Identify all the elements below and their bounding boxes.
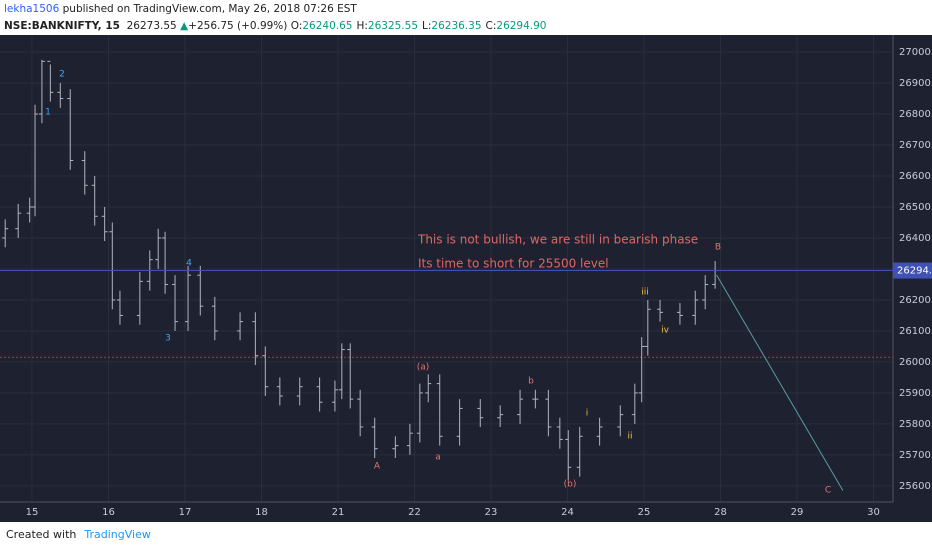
annotation: 4	[186, 259, 192, 269]
y-tick-label: 26600.00	[899, 171, 932, 182]
x-tick-label: 22	[408, 507, 421, 518]
ohlc-value: 26236.35	[431, 20, 482, 32]
annotation: (b)	[564, 480, 577, 490]
x-tick-label: 30	[867, 507, 880, 518]
y-tick-label: 25600.00	[899, 481, 932, 492]
y-tick-label: 27000.00	[899, 47, 932, 58]
chart: 25600.00 25700.00 25800.00 25900.00 26000.00…	[0, 35, 932, 522]
publish-line: lekha1506 published on TradingView.com, …	[4, 3, 357, 15]
annotation: A	[374, 462, 381, 472]
symbol-line: NSE:BANKNIFTY, 15 26273.55 ▲+256.75 (+0.…	[4, 20, 551, 32]
x-tick-label: 23	[485, 507, 498, 518]
ohlc: O:26240.65 H:26325.55 L:26236.35 C:26294.90	[291, 20, 551, 32]
header: lekha1506 published on TradingView.com, …	[0, 0, 932, 35]
x-tick-label: 18	[255, 507, 268, 518]
y-tick-label: 26200.00	[899, 295, 932, 306]
x-tick-label: 17	[179, 507, 192, 518]
x-tick-label: 21	[332, 507, 345, 518]
symbol: NSE:BANKNIFTY, 15	[4, 20, 120, 32]
x-tick-label: 24	[561, 507, 574, 518]
y-tick-label: 25700.00	[899, 450, 932, 461]
ohlc-label: H:	[356, 20, 368, 32]
ohlc-value: 26294.90	[496, 20, 547, 32]
trend-line	[716, 274, 844, 491]
brand[interactable]: TradingView	[84, 528, 151, 541]
annotation: 1	[45, 108, 51, 118]
y-tick-label: 25900.00	[899, 388, 932, 399]
x-tick-label: 16	[102, 507, 115, 518]
y-tick-label: 26900.00	[899, 78, 932, 89]
annotation: (a)	[417, 363, 430, 373]
y-tick-label: 26000.00	[899, 357, 932, 368]
annotation: iii	[641, 288, 649, 298]
footer: Created with TradingView	[6, 528, 151, 541]
chart-bg	[0, 35, 932, 522]
annotation: 3	[165, 334, 171, 344]
annotation: a	[435, 453, 441, 463]
annotation: iv	[661, 326, 670, 336]
arrow: ▲	[180, 20, 189, 32]
annotation: Its time to short for 25500 level	[418, 257, 609, 271]
ohlc-label: L:	[422, 20, 432, 32]
ohlc-value: 26325.55	[367, 20, 419, 32]
x-tick-label: 29	[791, 507, 804, 518]
y-tick-label: 26800.00	[899, 109, 932, 120]
annotation: i	[586, 409, 589, 419]
last: 26273.55	[126, 20, 177, 32]
last-price-box	[893, 262, 932, 279]
author[interactable]: lekha1506	[4, 3, 60, 15]
ohlc-label: C:	[485, 20, 497, 32]
y-tick-label: 26700.00	[899, 140, 932, 151]
ohlc-label: O:	[290, 20, 303, 32]
annotation: B	[715, 243, 721, 253]
y-tick-label: 26500.00	[899, 202, 932, 213]
change: +256.75 (+0.99%)	[188, 20, 288, 32]
created: Created with	[6, 528, 77, 541]
annotation: This is not bullish, we are still in bea…	[417, 233, 698, 247]
x-tick-label: 28	[714, 507, 727, 518]
y-tick-label: 25800.00	[899, 419, 932, 430]
annotation: b	[528, 377, 534, 387]
annotation: C	[825, 486, 831, 496]
y-tick-label: 26400.00	[899, 233, 932, 244]
x-tick-label: 15	[26, 507, 39, 518]
x-tick-label: 25	[638, 507, 651, 518]
y-tick-label: 26100.00	[899, 326, 932, 337]
ohlc-value: 26240.65	[302, 20, 353, 32]
annotation: ii	[627, 432, 632, 442]
published: published on TradingView.com, May 26, 20…	[62, 3, 357, 15]
last-price-label: 26294.90	[897, 266, 932, 277]
annotation: 2	[59, 70, 65, 80]
